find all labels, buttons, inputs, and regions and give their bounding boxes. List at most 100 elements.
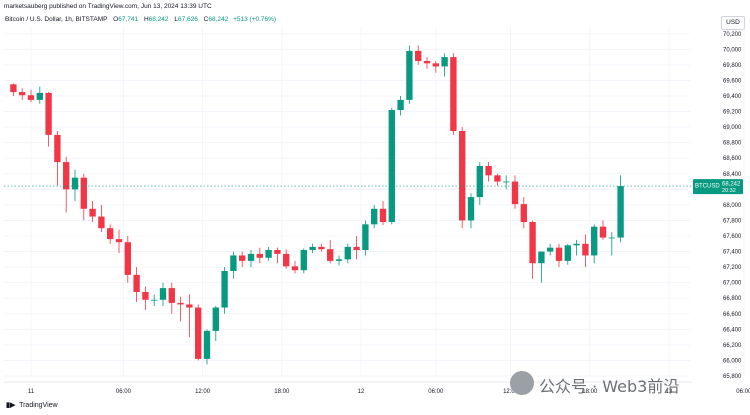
x-tick-label: 12 [358, 389, 365, 395]
y-tick-label: 66,200 [723, 343, 742, 349]
price-tag-countdown: 20:32 [722, 188, 736, 194]
y-tick-label: 69,000 [723, 125, 742, 131]
candle [168, 282, 175, 314]
y-tick-label: 66,600 [723, 312, 742, 318]
y-tick-label: 68,600 [723, 156, 742, 162]
candle [327, 239, 334, 264]
candle-body [573, 243, 580, 246]
candle [98, 204, 105, 233]
candle-body [239, 255, 246, 261]
candle [388, 107, 395, 225]
price-change: +513 (+0.76%) [233, 16, 277, 23]
candle-body [441, 57, 448, 67]
publisher-line: marketsauberg published on TradingView.c… [4, 3, 212, 10]
price-axis: 70,200 70,000 69,800 69,600 69,400 69,200 69,0… [723, 32, 742, 380]
candle [274, 247, 281, 264]
y-tick-label: 70,200 [723, 32, 742, 38]
candle [344, 243, 351, 264]
candle-body [151, 299, 158, 301]
y-tick-label: 69,200 [723, 110, 742, 116]
candle [318, 243, 325, 252]
x-tick-label: 18:00 [582, 389, 598, 395]
candle-body [353, 246, 360, 250]
candle-body [423, 61, 431, 64]
candle-body [599, 226, 607, 238]
candle-body [309, 246, 316, 250]
candle [538, 251, 545, 283]
candle [300, 248, 307, 274]
candle [203, 329, 211, 365]
candle [353, 236, 360, 260]
candle [283, 249, 290, 269]
y-tick-label: 66,400 [723, 327, 742, 333]
candle-body [89, 208, 96, 217]
candle-body [19, 92, 26, 96]
y-tick-label: 68,400 [723, 172, 742, 178]
candle [133, 267, 140, 303]
x-tick-label: 12:00 [503, 389, 519, 395]
candle-body [115, 239, 123, 243]
symbol-name[interactable]: Bitcoin / U.S. Dollar, 1h, BITSTAMP [5, 16, 108, 23]
wechat-icon [510, 371, 534, 395]
candle [573, 239, 580, 256]
candle [256, 247, 263, 264]
y-tick-label: 69,800 [723, 63, 742, 69]
y-tick-label: 67,400 [723, 250, 742, 256]
candle-body [283, 253, 290, 267]
candle-body [203, 330, 211, 359]
candle-body [591, 226, 598, 256]
candle-body [36, 92, 43, 100]
candle [371, 204, 378, 229]
candle [564, 243, 571, 265]
candle-body [467, 197, 475, 221]
open-value: 67,741 [118, 16, 139, 23]
candle [547, 243, 554, 256]
y-tick-label: 67,800 [723, 218, 742, 224]
candle-body [107, 228, 114, 240]
candle-body [538, 251, 545, 264]
candle-body [256, 253, 263, 258]
time-axis: 11 06:00 12:00 18:00 12 06:00 12:00 18:00 13 06:0… [28, 389, 750, 395]
candle-body [344, 246, 351, 260]
y-tick-label: 68,000 [723, 203, 742, 209]
candle-body [564, 245, 571, 261]
y-tick-label: 66,000 [723, 358, 742, 364]
close-label: C [203, 16, 209, 23]
candle-body [186, 304, 193, 308]
currency-button[interactable]: USD [721, 16, 745, 30]
candle [142, 286, 149, 310]
candle-body [80, 177, 87, 209]
candle-body [494, 175, 501, 182]
candle [432, 61, 439, 73]
candle [555, 243, 563, 268]
candle [27, 89, 35, 103]
candle [71, 169, 79, 201]
candle [10, 83, 17, 96]
candle-body [265, 250, 272, 258]
candle-body [212, 307, 219, 331]
candle [309, 243, 316, 254]
candle-body [503, 181, 510, 183]
candle-body [300, 250, 307, 271]
candle [177, 296, 184, 322]
candle [467, 193, 475, 229]
low-label: L [174, 16, 178, 23]
high-value: 68,242 [148, 16, 169, 23]
y-tick-label: 67,600 [723, 234, 742, 240]
candle-body [362, 224, 369, 250]
candle [494, 173, 501, 186]
candle [423, 57, 431, 69]
candle-body [555, 247, 563, 261]
watermark: 公众号 · Web3前沿 [510, 370, 679, 396]
candle-body [98, 216, 105, 229]
low-value: 67,626 [177, 16, 198, 23]
candle-body [230, 255, 237, 271]
candle [476, 162, 483, 205]
candle-body [397, 99, 404, 110]
candle-body [124, 242, 131, 275]
candle [591, 224, 598, 264]
candle-body [63, 162, 70, 190]
candle [379, 201, 387, 226]
candle [511, 175, 519, 209]
